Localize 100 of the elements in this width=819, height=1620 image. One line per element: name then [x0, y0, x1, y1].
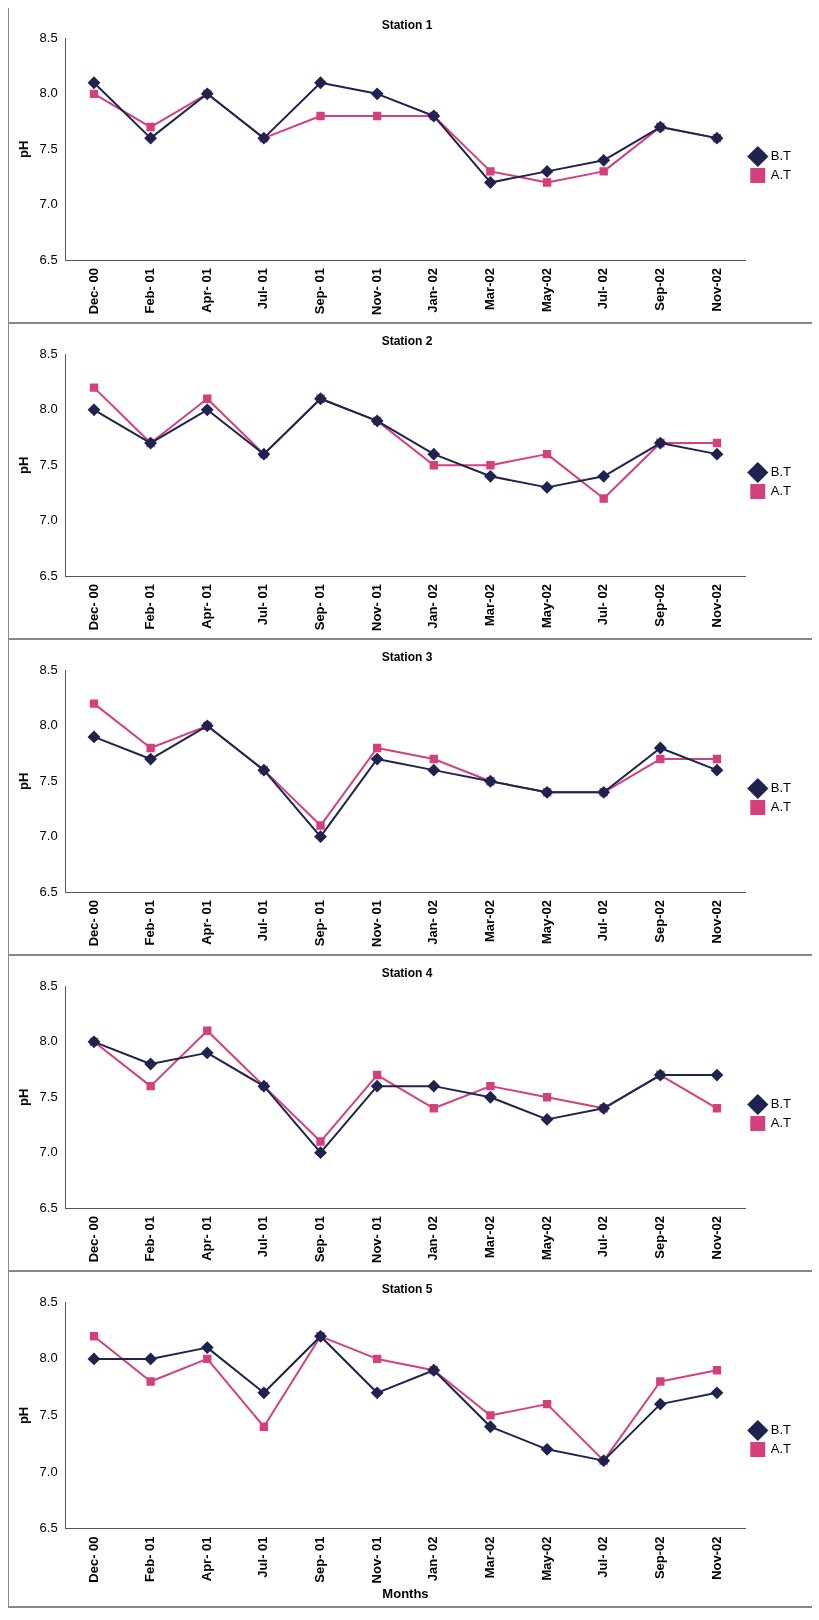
y-tick-label: 8.5: [39, 29, 58, 45]
x-tick-label: Dec- 00: [85, 1216, 101, 1263]
point: [87, 730, 100, 743]
point: [144, 132, 157, 145]
point: [710, 1386, 723, 1399]
point: [89, 699, 99, 708]
point: [316, 1137, 325, 1146]
x-tick-label: Jan- 02: [425, 1536, 441, 1582]
point: [542, 1399, 552, 1409]
point: [89, 383, 99, 392]
y-tick-label: 7.0: [39, 196, 58, 212]
x-tick-label: Nov-02: [708, 1536, 724, 1580]
y-tick-label: 6.5: [39, 1520, 58, 1536]
point: [372, 1354, 382, 1364]
point: [314, 830, 327, 843]
x-tick-label: Dec- 00: [85, 268, 101, 315]
x-tick-label: Apr- 01: [198, 268, 214, 313]
y-tick-label: 6.5: [39, 251, 58, 267]
y-axis-title: pH: [16, 772, 32, 790]
point: [201, 1341, 214, 1354]
point: [371, 753, 384, 766]
x-tick-label: Jul- 01: [255, 584, 271, 626]
x-tick-label: Nov- 01: [368, 900, 384, 948]
point: [541, 481, 554, 494]
chart-title: Station 1: [381, 17, 433, 32]
point: [201, 1046, 214, 1059]
y-tick-label: 7.0: [39, 512, 58, 528]
x-tick-label: Jul- 01: [255, 268, 271, 310]
x-tick-label: Dec- 00: [85, 1536, 101, 1583]
point: [372, 743, 382, 753]
x-tick-label: Mar-02: [482, 900, 497, 942]
y-axis-title: pH: [16, 456, 32, 474]
chart-title: Station 4: [381, 965, 433, 980]
point: [203, 394, 212, 403]
point: [87, 1352, 100, 1365]
point: [541, 165, 554, 178]
legend-label: A.T: [770, 1115, 792, 1131]
x-axis-title: Months: [382, 1585, 429, 1601]
point: [541, 1443, 554, 1456]
point: [656, 754, 665, 764]
x-tick-label: Jul- 01: [255, 1216, 271, 1258]
x-tick-label: Jul- 02: [595, 1216, 611, 1258]
legend-label: B.T: [770, 780, 792, 796]
point: [144, 1352, 157, 1365]
point: [712, 438, 722, 448]
x-tick-label: Apr- 01: [198, 584, 214, 629]
point: [144, 1057, 157, 1070]
x-tick-label: Sep- 01: [312, 268, 328, 315]
legend-label: B.T: [770, 464, 792, 480]
x-tick-label: Sep-02: [651, 1536, 667, 1580]
point: [314, 1146, 327, 1159]
x-tick-label: Nov- 01: [368, 1216, 384, 1264]
y-tick-label: 6.5: [39, 567, 58, 583]
legend-label: B.T: [770, 148, 792, 164]
y-tick-label: 7.0: [39, 828, 58, 844]
point: [654, 1398, 667, 1411]
point: [427, 448, 440, 461]
x-tick-label: Jan- 02: [425, 584, 441, 629]
x-tick-label: Mar-02: [482, 1536, 497, 1579]
x-tick-label: Sep-02: [651, 1216, 667, 1259]
legend-label: B.T: [770, 1096, 792, 1112]
point: [712, 1366, 722, 1375]
x-tick-label: Feb- 01: [142, 1536, 158, 1582]
y-tick-label: 8.5: [39, 977, 58, 993]
chart-title: Station 5: [381, 1281, 433, 1296]
y-tick-label: 6.5: [39, 883, 58, 899]
y-tick-label: 6.5: [39, 1199, 58, 1215]
x-tick-label: Apr- 01: [198, 1536, 214, 1582]
y-tick-label: 7.5: [39, 772, 58, 788]
legend-label: A.T: [770, 799, 792, 815]
legend-label: A.T: [770, 483, 792, 499]
x-tick-label: Feb- 01: [142, 1216, 158, 1262]
x-tick-label: Apr- 01: [198, 1216, 214, 1261]
y-axis-title: pH: [16, 1406, 32, 1425]
point: [257, 1386, 270, 1399]
point: [371, 87, 384, 100]
y-tick-label: 7.5: [39, 140, 58, 156]
x-tick-label: Mar-02: [482, 268, 497, 310]
point: [599, 167, 608, 176]
x-tick-label: Jul- 02: [595, 900, 611, 942]
point: [146, 122, 155, 132]
y-axis-title: pH: [16, 140, 32, 158]
point: [146, 1377, 155, 1386]
point: [486, 167, 495, 176]
y-tick-label: 8.0: [39, 717, 58, 733]
point: [372, 1070, 382, 1080]
point: [371, 1080, 384, 1093]
point: [87, 76, 100, 89]
point: [484, 1091, 497, 1104]
x-tick-label: May-02: [538, 1536, 554, 1581]
x-tick-label: Mar-02: [482, 1216, 497, 1258]
x-tick-label: Nov- 01: [368, 584, 384, 632]
y-tick-label: 8.0: [39, 401, 58, 417]
y-tick-label: 8.5: [39, 345, 58, 361]
x-tick-label: Sep- 01: [312, 584, 328, 631]
point: [710, 764, 723, 777]
point: [87, 403, 100, 416]
x-tick-label: Nov- 01: [368, 268, 384, 316]
point: [429, 1104, 438, 1113]
point: [203, 1354, 212, 1364]
